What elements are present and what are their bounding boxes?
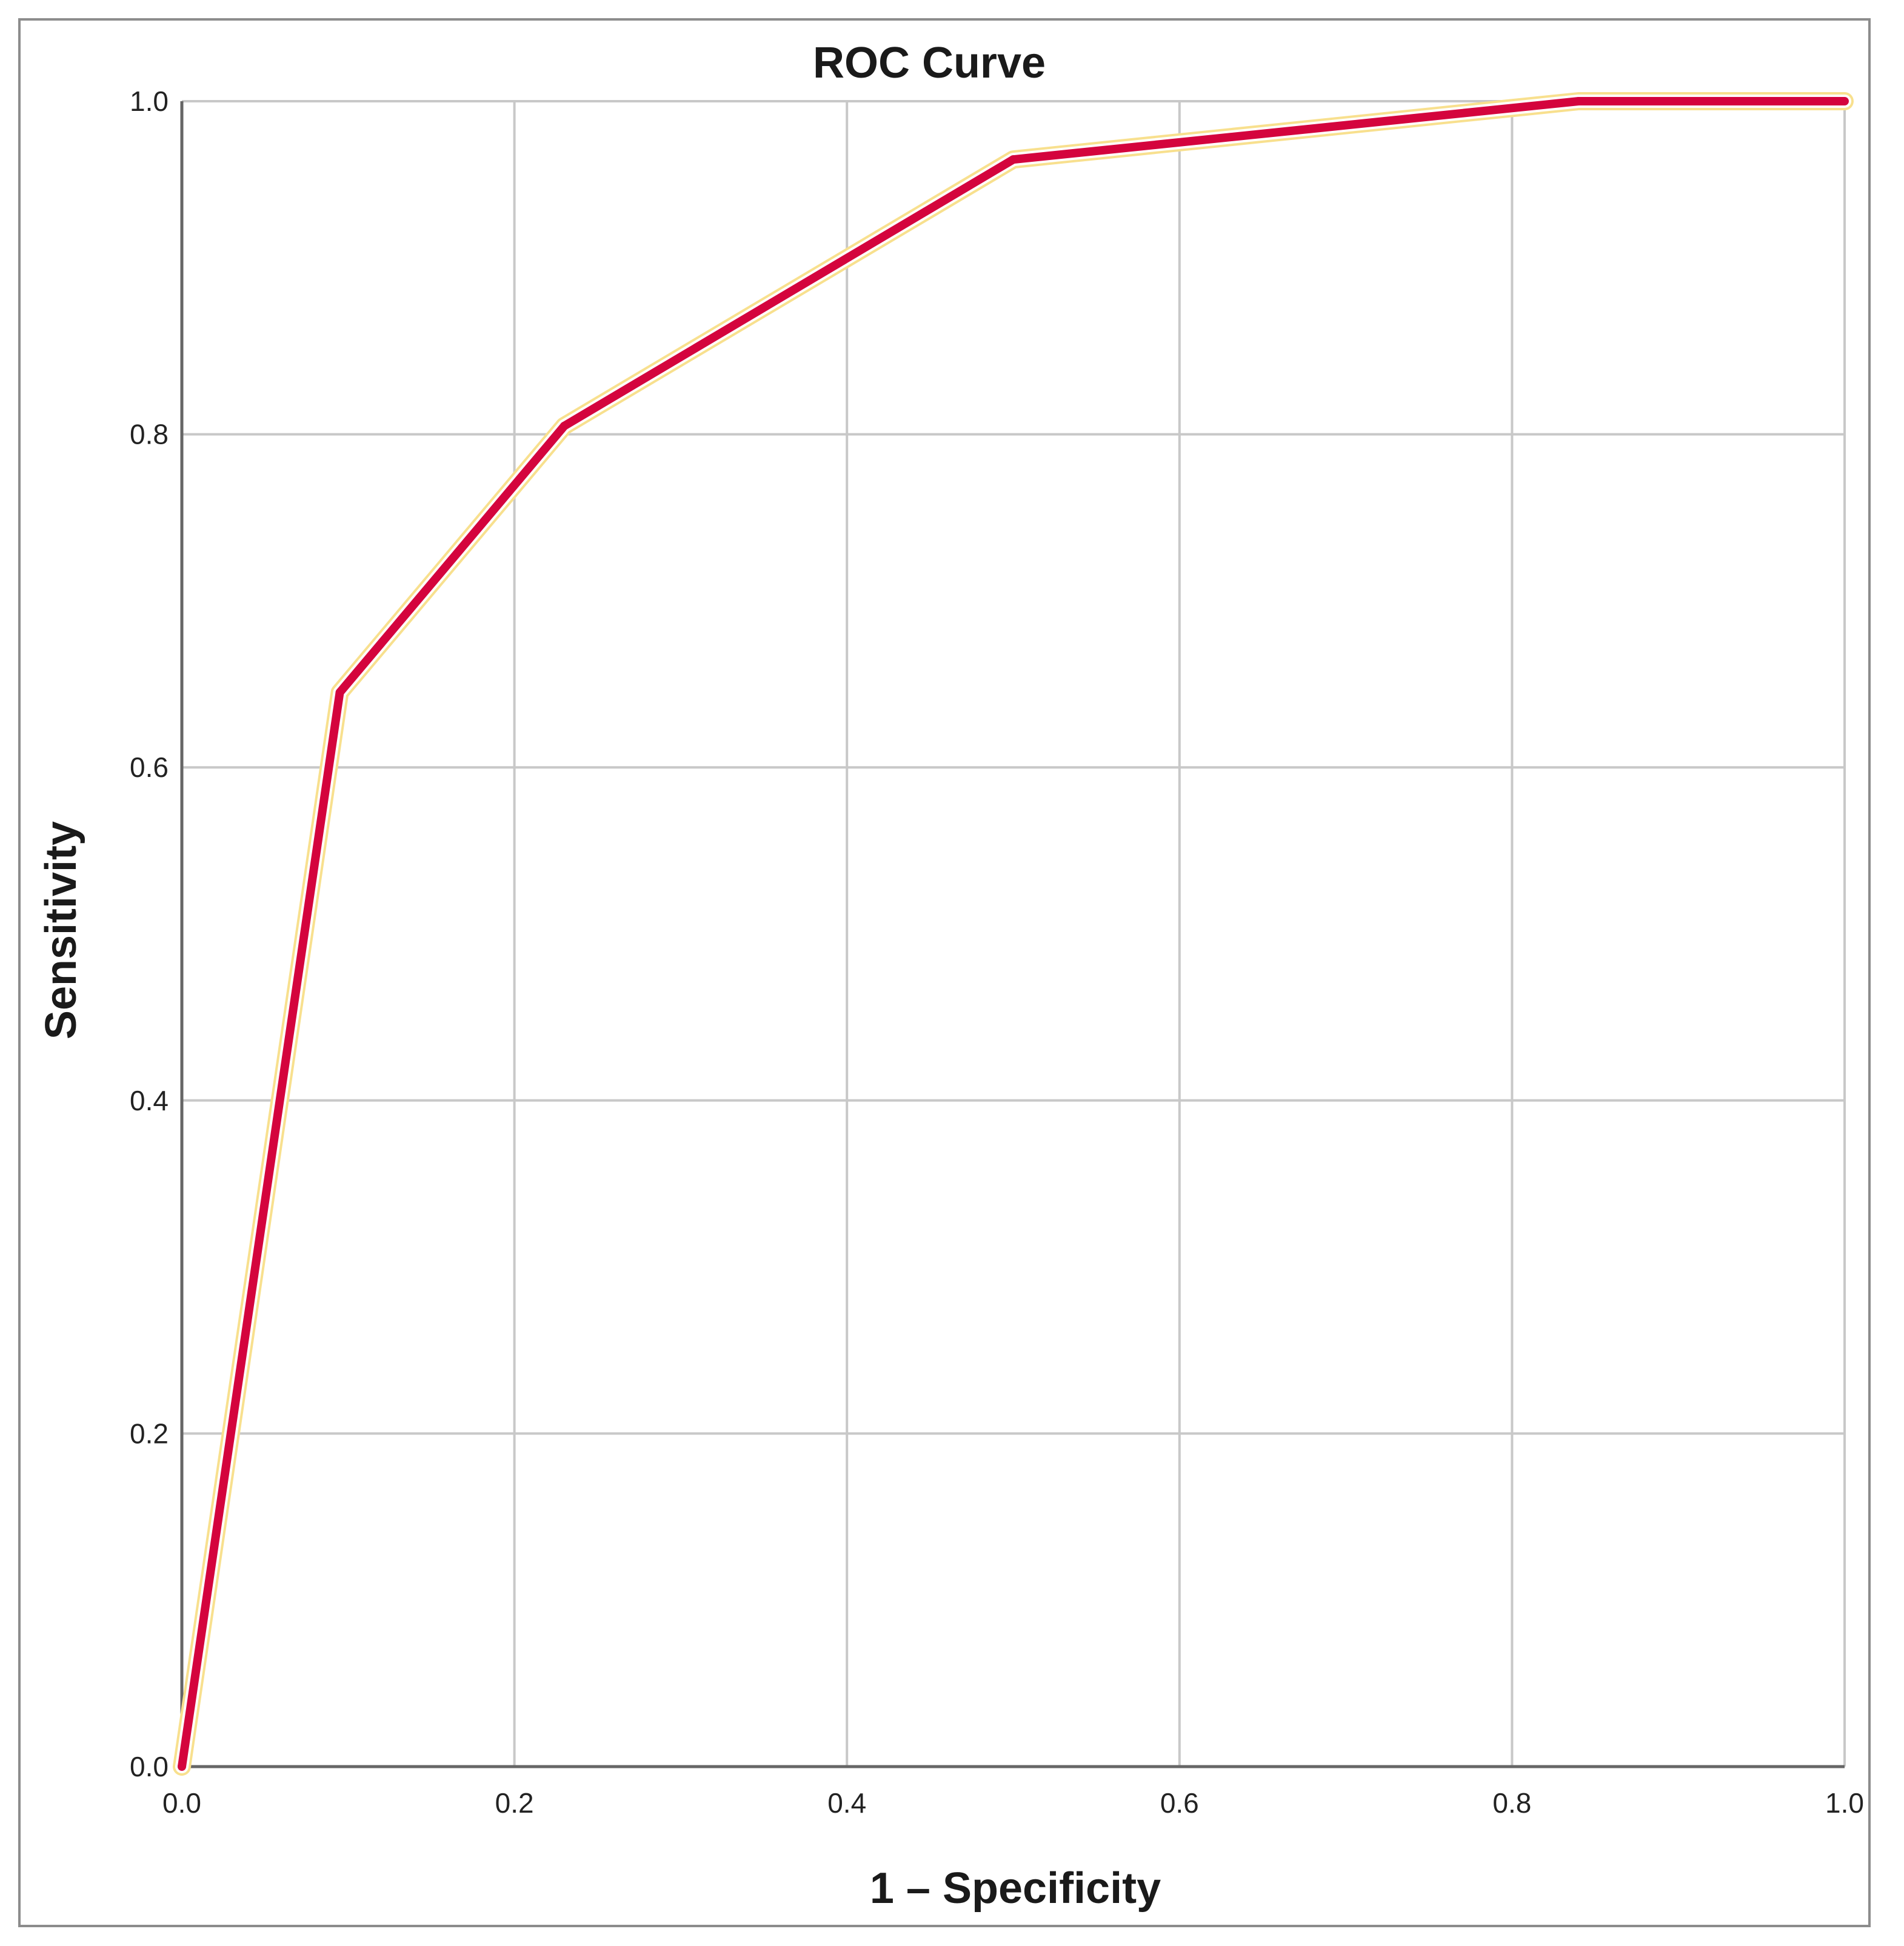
roc-curve-point <box>560 421 569 430</box>
roc-curve-point <box>1574 97 1583 105</box>
x-tick-label: 0.2 <box>495 1787 534 1819</box>
y-tick-label: 0.6 <box>130 751 169 783</box>
roc-curve-halo-inner <box>175 95 1851 1773</box>
roc-curve-point <box>178 1762 186 1771</box>
y-tick-label: 1.0 <box>130 85 169 117</box>
roc-curve-point <box>335 688 344 697</box>
roc-curve-point <box>1840 97 1849 105</box>
tick-labels: 0.0 0.2 0.4 0.6 0.8 1.0 0.0 0.2 0.4 0.6 0.8 1.0 <box>130 85 1864 1819</box>
series-group <box>173 92 1854 1776</box>
y-tick-label: 0.2 <box>130 1418 169 1449</box>
y-tick-label: 0.4 <box>130 1085 169 1116</box>
x-tick-label: 0.8 <box>1492 1787 1531 1819</box>
roc-curve-halo <box>173 92 1854 1776</box>
roc-curve-line <box>178 97 1845 1768</box>
y-axis-label: Sensitivity <box>37 821 85 1039</box>
y-tick-label: 0.0 <box>130 1751 169 1782</box>
chart-title: ROC Curve <box>813 39 1046 87</box>
grid-lines <box>182 100 1846 1767</box>
chart-frame <box>18 18 1871 1927</box>
x-tick-label: 0.4 <box>827 1787 866 1819</box>
x-tick-label: 0.0 <box>162 1787 201 1819</box>
y-tick-label: 0.8 <box>130 419 169 450</box>
x-axis-label: 1 – Specificity <box>870 1864 1161 1913</box>
x-tick-label: 0.6 <box>1160 1787 1199 1819</box>
roc-curve-point <box>1009 155 1018 164</box>
x-tick-label: 1.0 <box>1825 1787 1864 1819</box>
axes <box>180 101 1845 1768</box>
